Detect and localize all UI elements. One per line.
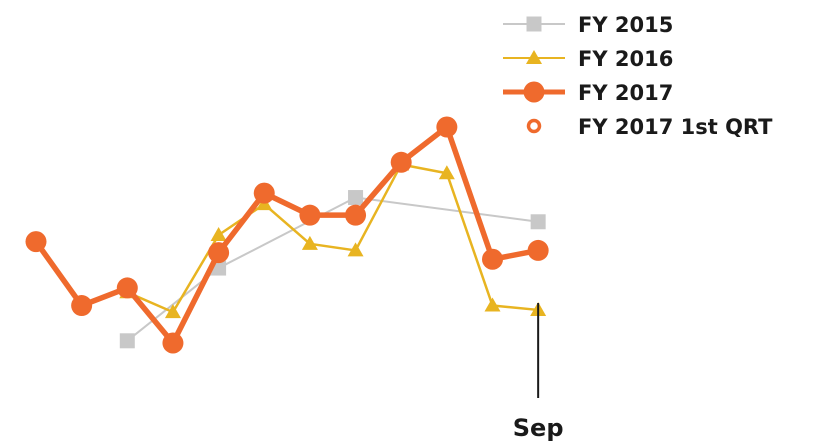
legend-marker	[526, 118, 542, 134]
data-point	[71, 295, 93, 317]
data-point	[301, 235, 318, 250]
data-point	[530, 214, 546, 230]
data-point	[253, 182, 275, 204]
data-point	[119, 333, 135, 349]
x-axis: Sep	[513, 303, 564, 442]
data-point	[116, 277, 138, 299]
data-point	[484, 297, 501, 312]
data-point	[390, 151, 412, 173]
data-point	[208, 242, 230, 264]
legend-label: FY 2017	[578, 81, 673, 105]
data-point	[210, 227, 227, 241]
legend: FY 2015 FY 2016 FY 2017 FY 2017 1st QRT	[503, 13, 773, 139]
data-point	[347, 242, 364, 257]
series-line	[33, 124, 541, 346]
x-tick-label: Sep	[513, 414, 564, 442]
legend-item: FY 2016	[503, 47, 673, 71]
data-point	[436, 116, 458, 138]
data-point	[162, 332, 184, 354]
data-point	[25, 231, 47, 253]
data-point	[164, 304, 181, 319]
legend-label: FY 2015	[578, 13, 673, 37]
plot-area	[25, 116, 549, 354]
data-point	[438, 165, 455, 180]
data-point	[345, 204, 367, 226]
legend-item: FY 2017	[503, 81, 673, 105]
legend-label: FY 2016	[578, 47, 673, 71]
data-point	[299, 204, 321, 226]
data-point	[348, 190, 364, 206]
data-point	[482, 248, 503, 270]
legend-marker	[523, 81, 545, 103]
legend-item: FY 2015	[503, 13, 673, 37]
series-line	[126, 163, 540, 314]
series-fy-2017	[25, 116, 549, 354]
legend-marker	[526, 16, 542, 32]
legend-marker	[526, 50, 542, 64]
legend-label: FY 2017 1st QRT	[578, 115, 773, 139]
legend-item: FY 2017 1st QRT	[526, 115, 773, 139]
data-point	[527, 239, 549, 261]
